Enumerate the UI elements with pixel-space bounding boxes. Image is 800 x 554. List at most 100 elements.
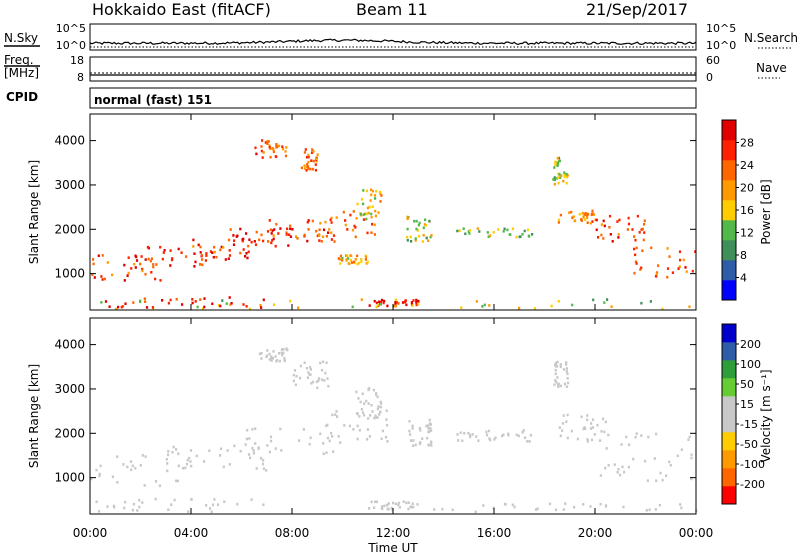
- power-colorbar-swatch: [722, 140, 736, 161]
- power-echo-cell: [405, 303, 408, 307]
- power-echo-cell: [585, 214, 589, 218]
- power-echo-cell: [694, 250, 697, 253]
- power-echo-cell: [486, 231, 489, 234]
- power-echo-cell: [277, 232, 280, 235]
- power-echo-cell: [289, 235, 292, 238]
- velocity-echo-cell: [554, 372, 557, 376]
- velocity-echo-cell: [590, 422, 593, 425]
- power-echo-cell: [557, 156, 561, 160]
- power-echo-cell: [115, 307, 118, 311]
- noise-trace: [89, 38, 697, 48]
- velocity-echo-cell: [418, 442, 421, 446]
- power-echo-cell: [678, 265, 681, 268]
- power-echo-cell: [314, 157, 318, 160]
- velocity-echo-cell: [361, 411, 365, 414]
- velocity-echo-cell: [171, 451, 174, 454]
- velocity-echo-cell: [195, 454, 198, 458]
- power-echo-cell: [100, 301, 103, 304]
- velocity-echo-cell: [268, 450, 271, 454]
- velocity-echo-cell: [124, 500, 127, 504]
- velocity-echo-cell: [679, 503, 682, 506]
- power-echo-cell: [268, 219, 271, 222]
- power-echo-cell: [362, 213, 365, 216]
- velocity-echo-cell: [384, 435, 388, 439]
- power-echo-cell: [365, 255, 368, 259]
- power-echo-cell: [306, 165, 309, 168]
- velocity-echo-cell: [554, 361, 558, 365]
- velocity-echo-cell: [427, 443, 430, 447]
- power-echo-cell: [492, 231, 495, 234]
- freq-tick-bottom: 8: [77, 71, 84, 84]
- power-echo-cell: [284, 154, 288, 158]
- power-echo-cell: [324, 220, 327, 224]
- power-echo-cell: [281, 147, 285, 151]
- power-echo-cell: [668, 255, 671, 258]
- power-echo-cell: [149, 259, 152, 263]
- power-echo-cell: [193, 252, 196, 255]
- velocity-echo-cell: [622, 505, 625, 509]
- power-echo-cell: [91, 273, 94, 276]
- power-echo-cell: [267, 240, 270, 243]
- velocity-echo-cell: [644, 459, 647, 463]
- velocity-echo-cell: [655, 432, 658, 436]
- power-echo-cell: [365, 189, 368, 193]
- power-echo-cell: [666, 247, 669, 250]
- velocity-echo-cell: [635, 432, 638, 435]
- velocity-echo-cell: [368, 507, 371, 510]
- power-echo-cell: [591, 212, 594, 215]
- power-echo-cell: [553, 178, 556, 182]
- power-echo-cell: [348, 262, 351, 266]
- power-echo-cell: [406, 227, 409, 231]
- power-echo-cell: [286, 227, 289, 231]
- power-echo-cell: [145, 306, 149, 309]
- power-echo-cell: [133, 262, 136, 266]
- velocity-echo-cell: [619, 473, 622, 477]
- velocity-echo-cell: [175, 479, 178, 483]
- velocity-echo-cell: [363, 402, 366, 405]
- power-echo-cell: [584, 218, 587, 221]
- velocity-colorbar-swatch: [722, 432, 736, 451]
- power-echo-cell: [511, 227, 514, 231]
- velocity-colorbar-tick-label: -50: [740, 438, 758, 451]
- velocity-echo-cell: [283, 359, 286, 363]
- velocity-echo-cell: [173, 498, 176, 502]
- power-echo-cell: [93, 276, 96, 279]
- velocity-echo-cell: [607, 433, 610, 437]
- power-echo-cell: [229, 303, 232, 306]
- velocity-echo-cell: [409, 433, 412, 436]
- power-echo-cell: [602, 237, 605, 240]
- power-colorbar-swatch: [722, 280, 736, 301]
- velocity-echo-cell: [332, 450, 335, 453]
- time-tick-label: 04:00: [174, 526, 209, 540]
- velocity-echo-cell: [268, 352, 271, 356]
- velocity-echo-cell: [528, 440, 531, 443]
- velocity-echo-cell: [625, 435, 628, 439]
- power-echo-cell: [248, 307, 251, 311]
- velocity-echo-cell: [397, 501, 401, 505]
- power-echo-cell: [374, 197, 377, 200]
- velocity-echo-cell: [282, 351, 285, 355]
- velocity-echo-cell: [427, 427, 430, 430]
- noise-right-tick-top: 10^5: [706, 22, 736, 35]
- velocity-echo-cell: [623, 470, 626, 474]
- power-echo-cell: [508, 233, 511, 236]
- power-echo-cell: [162, 251, 165, 254]
- power-echo-cell: [478, 230, 481, 233]
- power-echo-cell: [608, 226, 611, 229]
- velocity-echo-cell: [219, 454, 222, 457]
- power-echo-cell: [211, 251, 214, 254]
- power-echo-cell: [318, 234, 321, 237]
- power-echo-cell: [161, 299, 164, 302]
- velocity-echo-cell: [375, 500, 378, 504]
- power-echo-cell: [297, 306, 300, 310]
- velocity-echo-cell: [381, 507, 384, 510]
- power-echo-cell: [360, 258, 363, 261]
- power-echo-cell: [678, 250, 682, 253]
- velocity-echo-cell: [359, 400, 362, 404]
- velocity-echo-cell: [167, 450, 170, 453]
- power-echo-cell: [180, 251, 183, 254]
- power-echo-cell: [121, 305, 125, 308]
- velocity-echo-cell: [565, 370, 568, 373]
- power-echo-cell: [640, 228, 643, 231]
- power-echo-cell: [311, 168, 314, 171]
